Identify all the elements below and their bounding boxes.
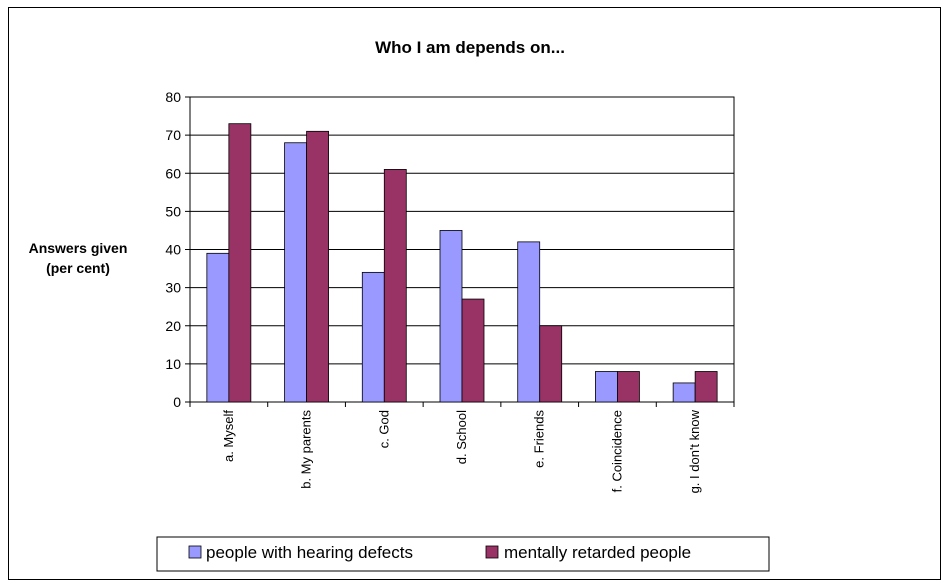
x-tick-label-1: b. My parents xyxy=(299,410,314,489)
y-axis-label-line1: Answers given xyxy=(29,240,128,256)
x-tick-label-0: a. Myself xyxy=(221,410,236,462)
x-tick-label-2: c. God xyxy=(376,410,391,448)
x-tick-label-4: e. Friends xyxy=(532,410,547,468)
x-tick-label-6: g. I don't know xyxy=(687,409,702,493)
chart-frame xyxy=(8,7,941,580)
y-tick-label-30: 30 xyxy=(165,280,181,296)
chart-title: Who I am depends on... xyxy=(375,38,565,57)
bar-hearing-5 xyxy=(595,371,618,403)
bar-mental-1 xyxy=(306,130,329,403)
bar-hearing-4 xyxy=(517,241,541,403)
y-tick-label-60: 60 xyxy=(165,165,181,181)
y-tick-label-70: 70 xyxy=(165,127,181,143)
bar-mental-4 xyxy=(539,325,563,403)
bar-hearing-0 xyxy=(206,252,230,403)
y-axis-label-line2: (per cent) xyxy=(46,260,110,276)
legend-swatch-mentally-retarded xyxy=(485,545,499,559)
legend: people with hearing defects mentally ret… xyxy=(156,536,770,572)
y-tick-label-0: 0 xyxy=(173,394,181,410)
y-tick-label-80: 80 xyxy=(165,89,181,105)
bar-mental-0 xyxy=(228,123,252,403)
legend-label-mentally-retarded: mentally retarded people xyxy=(504,543,691,562)
y-tick-label-50: 50 xyxy=(165,203,181,219)
legend-box xyxy=(156,536,770,572)
bar-mental-2 xyxy=(383,169,407,403)
y-tick-label-40: 40 xyxy=(165,242,181,258)
x-tick-label-5: f. Coincidence xyxy=(609,410,624,492)
legend-swatch-hearing-defects xyxy=(188,545,202,559)
bar-hearing-6 xyxy=(672,382,696,403)
y-tick-label-10: 10 xyxy=(165,356,181,372)
bar-mental-6 xyxy=(694,371,718,403)
bar-hearing-3 xyxy=(439,230,463,403)
bar-mental-5 xyxy=(617,371,640,403)
y-tick-label-20: 20 xyxy=(165,318,181,334)
x-tick-label-3: d. School xyxy=(454,410,469,464)
bar-mental-3 xyxy=(461,298,485,403)
legend-label-hearing-defects: people with hearing defects xyxy=(206,543,413,562)
bars xyxy=(206,123,718,403)
bar-hearing-1 xyxy=(284,142,307,403)
axes: 0 10 20 30 40 50 60 70 80 a. Myself b. My parents c… xyxy=(165,89,735,493)
bar-hearing-2 xyxy=(361,271,385,403)
